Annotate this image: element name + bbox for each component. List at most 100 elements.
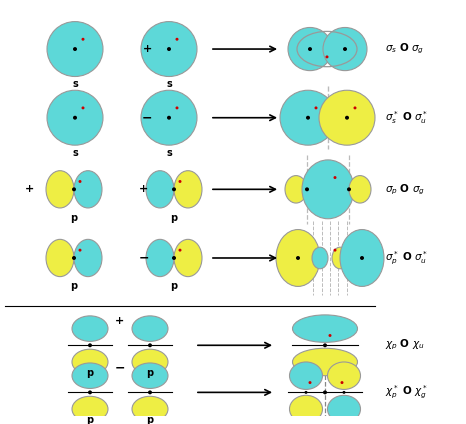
Text: $\chi_p^*\ \mathbf{O}\ \chi_g^*$: $\chi_p^*\ \mathbf{O}\ \chi_g^*$: [385, 384, 428, 401]
Text: +: +: [116, 316, 124, 326]
Ellipse shape: [46, 171, 74, 208]
Ellipse shape: [340, 229, 384, 287]
Circle shape: [306, 116, 310, 120]
Ellipse shape: [328, 395, 361, 423]
Circle shape: [148, 343, 152, 347]
Text: p: p: [171, 213, 178, 223]
Circle shape: [176, 38, 178, 41]
Ellipse shape: [328, 362, 361, 389]
Ellipse shape: [74, 240, 102, 276]
Circle shape: [78, 180, 82, 183]
Circle shape: [73, 47, 77, 51]
Ellipse shape: [74, 171, 102, 208]
Circle shape: [73, 116, 77, 120]
Text: s: s: [72, 79, 78, 89]
Circle shape: [323, 343, 327, 347]
Ellipse shape: [289, 395, 322, 423]
Circle shape: [288, 28, 332, 71]
Text: $\sigma_s^*\ \mathbf{O}\ \sigma_u^*$: $\sigma_s^*\ \mathbf{O}\ \sigma_u^*$: [385, 109, 428, 126]
Ellipse shape: [72, 349, 108, 375]
Text: $\chi_p\ \mathbf{O}\ \chi_u$: $\chi_p\ \mathbf{O}\ \chi_u$: [385, 338, 425, 352]
Circle shape: [334, 176, 336, 179]
Circle shape: [72, 187, 76, 191]
Circle shape: [172, 256, 176, 260]
Text: +: +: [143, 44, 151, 54]
Circle shape: [82, 106, 84, 109]
Circle shape: [47, 90, 103, 145]
Text: p: p: [86, 415, 94, 424]
Ellipse shape: [293, 348, 357, 376]
Circle shape: [325, 56, 329, 59]
Text: +: +: [25, 184, 34, 194]
Ellipse shape: [276, 229, 320, 287]
Text: $\sigma_s\ \mathbf{O}\ \sigma_g$: $\sigma_s\ \mathbf{O}\ \sigma_g$: [385, 42, 424, 56]
Ellipse shape: [132, 363, 168, 388]
Text: $\sigma_p^*\ \mathbf{O}\ \sigma_u^*$: $\sigma_p^*\ \mathbf{O}\ \sigma_u^*$: [385, 249, 428, 267]
Ellipse shape: [302, 160, 354, 219]
Circle shape: [315, 106, 317, 109]
Circle shape: [82, 38, 84, 41]
Ellipse shape: [332, 247, 348, 269]
Ellipse shape: [349, 176, 371, 203]
Ellipse shape: [132, 396, 168, 422]
Circle shape: [88, 391, 92, 394]
Circle shape: [304, 391, 308, 394]
Circle shape: [172, 187, 176, 191]
Circle shape: [329, 334, 331, 337]
Circle shape: [341, 381, 343, 384]
Ellipse shape: [293, 315, 357, 342]
Ellipse shape: [72, 316, 108, 341]
Ellipse shape: [46, 240, 74, 276]
Circle shape: [72, 256, 76, 260]
Ellipse shape: [72, 396, 108, 422]
Circle shape: [167, 47, 171, 51]
Ellipse shape: [132, 349, 168, 375]
Ellipse shape: [174, 171, 202, 208]
Circle shape: [148, 391, 152, 394]
Text: p: p: [146, 415, 154, 424]
Circle shape: [167, 116, 171, 120]
Circle shape: [47, 22, 103, 76]
Ellipse shape: [312, 247, 328, 269]
Circle shape: [141, 22, 197, 76]
Ellipse shape: [174, 240, 202, 276]
Circle shape: [141, 90, 197, 145]
Circle shape: [323, 391, 327, 394]
Text: $\sigma_p\ \mathbf{O}\ \sigma_g$: $\sigma_p\ \mathbf{O}\ \sigma_g$: [385, 182, 425, 196]
Circle shape: [345, 116, 349, 120]
Ellipse shape: [132, 316, 168, 341]
Text: s: s: [166, 79, 172, 89]
Text: −: −: [139, 251, 149, 265]
Circle shape: [347, 187, 351, 191]
Text: s: s: [166, 148, 172, 158]
Ellipse shape: [146, 240, 174, 276]
Circle shape: [319, 90, 375, 145]
Text: p: p: [146, 368, 154, 378]
Circle shape: [354, 106, 356, 109]
Circle shape: [308, 381, 311, 384]
Text: −: −: [142, 111, 152, 124]
Ellipse shape: [289, 362, 322, 389]
Text: p: p: [171, 282, 178, 291]
Ellipse shape: [146, 171, 174, 208]
Text: s: s: [72, 148, 78, 158]
Circle shape: [296, 256, 300, 260]
Text: +: +: [139, 184, 149, 194]
Circle shape: [178, 180, 181, 183]
Text: p: p: [70, 282, 77, 291]
Ellipse shape: [72, 363, 108, 388]
Circle shape: [78, 248, 82, 251]
Text: p: p: [70, 213, 77, 223]
Text: p: p: [86, 368, 94, 378]
Circle shape: [280, 90, 336, 145]
Circle shape: [343, 391, 345, 394]
Circle shape: [343, 47, 347, 51]
Circle shape: [305, 187, 309, 191]
Text: −: −: [115, 361, 125, 374]
Circle shape: [308, 47, 312, 51]
Ellipse shape: [285, 176, 307, 203]
Circle shape: [323, 28, 367, 71]
Circle shape: [334, 248, 336, 251]
Circle shape: [176, 106, 178, 109]
Circle shape: [88, 343, 92, 347]
